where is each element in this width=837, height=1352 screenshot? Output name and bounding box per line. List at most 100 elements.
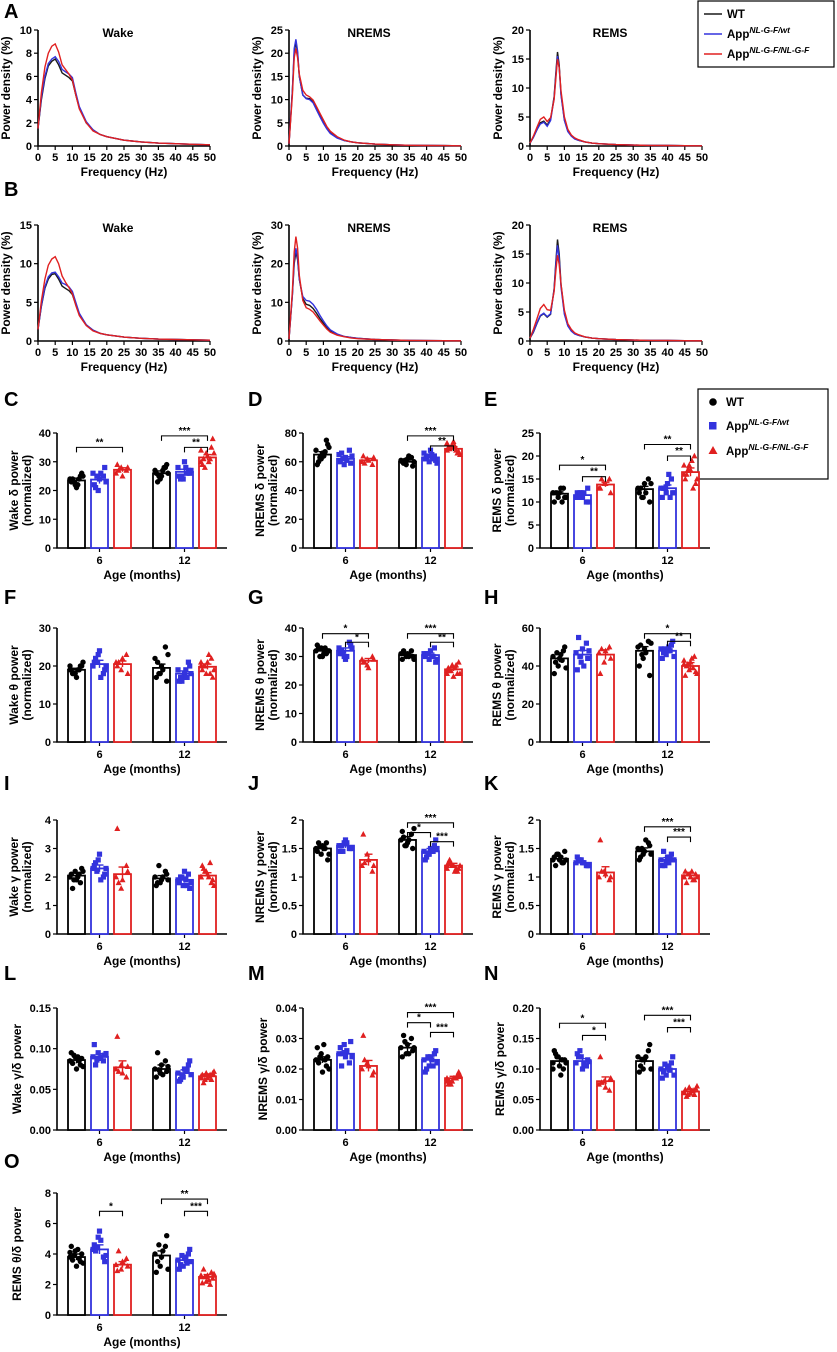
y-tick-label: 5 xyxy=(518,307,524,319)
x-tick-label: 25 xyxy=(369,152,381,164)
x-axis-label: Age (months) xyxy=(586,954,663,968)
data-point-2-0 xyxy=(123,1255,130,1261)
data-point-0-0 xyxy=(71,1052,77,1058)
y-tick-label: 1 xyxy=(45,901,51,913)
x-tick-label: 5 xyxy=(544,152,550,164)
y-axis-label: NREMS γ/δ power xyxy=(256,1017,270,1120)
x-tick-label: 40 xyxy=(169,347,181,359)
y-axis-label-line: NREMS γ power xyxy=(253,831,267,923)
y-axis-label-line: REMS δ power xyxy=(490,448,504,532)
y-tick-label: 40 xyxy=(39,428,51,440)
axes xyxy=(288,225,461,342)
y-tick-label: 4 xyxy=(45,815,52,827)
y-axis-label: Wake γ/δ power xyxy=(10,1024,24,1115)
y-axis-label-line: REMS γ/δ power xyxy=(493,1022,507,1116)
significance-label: * xyxy=(666,624,670,635)
data-point-0-1 xyxy=(154,880,161,886)
x-tick-label: 40 xyxy=(420,347,432,359)
y-tick-label: 0 xyxy=(291,929,297,941)
significance-label: * xyxy=(417,1013,421,1024)
data-point-2-0 xyxy=(119,876,126,883)
y-tick-label: 0.00 xyxy=(513,1125,534,1137)
x-tick-label: 6 xyxy=(96,1137,102,1149)
data-point-1-1 xyxy=(425,453,431,459)
significance-bracket xyxy=(344,641,370,648)
data-point-1-1 xyxy=(185,1062,191,1068)
data-point-0-1 xyxy=(645,476,652,482)
axes xyxy=(529,225,702,342)
y-tick-label: 10 xyxy=(271,95,283,107)
data-point-0-1 xyxy=(406,453,412,459)
x-axis-label: Frequency (Hz) xyxy=(332,360,419,374)
x-tick-label: 50 xyxy=(455,152,467,164)
data-point-1-1 xyxy=(663,490,669,496)
data-point-1-1 xyxy=(188,1072,194,1078)
x-tick-label: 12 xyxy=(661,555,673,567)
data-point-1-1 xyxy=(187,885,193,891)
data-point-0-1 xyxy=(153,1269,159,1276)
data-point-2-1 xyxy=(690,664,697,671)
y-axis-label-line: Wake γ/δ power xyxy=(10,1024,24,1115)
data-point-0-0 xyxy=(550,490,556,496)
data-point-1-0 xyxy=(95,1234,101,1240)
significance-label: *** xyxy=(425,813,437,824)
y-tick-label: 10 xyxy=(39,699,51,711)
x-tick-label: 45 xyxy=(679,347,691,359)
x-tick-label: 10 xyxy=(558,152,570,164)
data-point-1-0 xyxy=(93,1248,99,1254)
data-point-1-0 xyxy=(339,648,345,654)
data-point-0-0 xyxy=(558,854,564,860)
bar-1-0 xyxy=(573,861,592,935)
data-point-1-0 xyxy=(98,1054,104,1060)
data-point-0-0 xyxy=(554,851,560,857)
data-point-1-1 xyxy=(180,1263,186,1269)
data-point-1-0 xyxy=(577,1048,583,1054)
data-point-1-0 xyxy=(100,874,106,880)
x-tick-label: 0 xyxy=(527,152,533,164)
data-point-0-1 xyxy=(637,1063,644,1069)
data-point-0-1 xyxy=(399,1054,405,1060)
data-point-1-1 xyxy=(659,494,665,500)
data-point-2-1 xyxy=(451,868,458,874)
data-point-1-0 xyxy=(573,650,579,656)
y-tick-label: 15 xyxy=(522,474,534,486)
y-tick-label: 10 xyxy=(512,83,524,95)
significance-bracket xyxy=(406,633,455,639)
data-point-0-0 xyxy=(71,877,77,883)
data-point-1-1 xyxy=(176,880,182,886)
bar-legend-label-hom: AppNL-G-F/NL-G-F xyxy=(726,442,809,458)
data-point-1-0 xyxy=(349,645,355,651)
y-axis-label: REMS γ/δ power xyxy=(493,1022,507,1116)
data-point-2-0 xyxy=(114,1267,121,1274)
data-point-2-1 xyxy=(457,862,463,868)
data-point-2-1 xyxy=(690,485,697,491)
data-point-0-1 xyxy=(410,463,416,469)
x-axis-label: Age (months) xyxy=(103,1150,180,1164)
data-point-0-1 xyxy=(647,842,653,849)
data-point-2-1 xyxy=(207,455,214,462)
data-point-2-1 xyxy=(444,670,450,676)
data-point-2-0 xyxy=(365,457,372,463)
data-point-1-1 xyxy=(662,485,668,491)
bar-2-1 xyxy=(198,456,217,549)
data-point-1-1 xyxy=(185,871,191,877)
data-point-0-1 xyxy=(408,648,415,654)
y-tick-label: 0.01 xyxy=(276,1095,297,1107)
y-tick-label: 60 xyxy=(285,457,297,469)
data-point-2-1 xyxy=(683,471,690,477)
data-point-1-1 xyxy=(180,674,186,680)
data-point-0-0 xyxy=(322,645,328,651)
data-point-1-1 xyxy=(179,874,185,880)
data-point-1-1 xyxy=(667,494,673,500)
y-tick-label: 0.00 xyxy=(30,1125,51,1137)
data-point-1-1 xyxy=(670,1054,676,1060)
data-point-2-1 xyxy=(453,661,460,668)
significance-label: ** xyxy=(675,631,683,642)
y-tick-label: 4 xyxy=(26,95,33,107)
data-point-2-0 xyxy=(598,1079,605,1085)
data-point-0-0 xyxy=(314,1044,320,1051)
data-point-0-1 xyxy=(406,653,412,660)
